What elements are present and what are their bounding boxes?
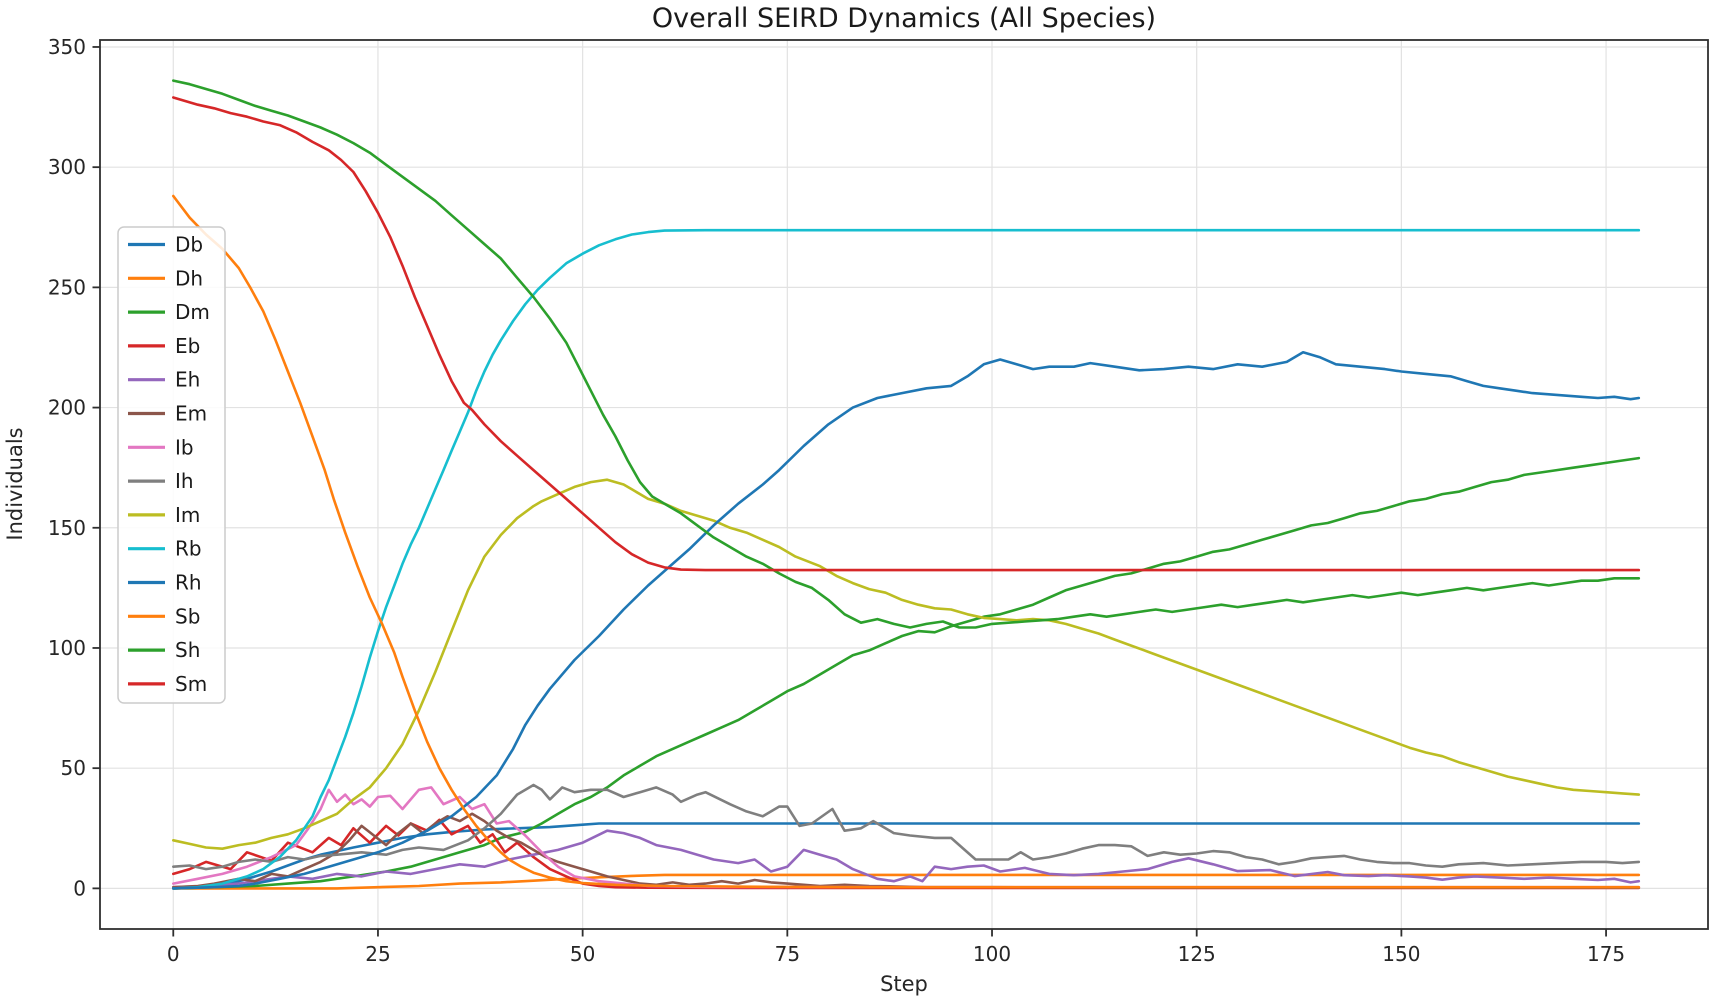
legend-item-Ib: Ib	[128, 435, 194, 459]
legend-item-Sb: Sb	[128, 604, 200, 628]
legend-label-Eh: Eh	[175, 368, 200, 392]
y-tick-label-150: 150	[48, 516, 86, 540]
legend-item-Dh: Dh	[128, 266, 203, 290]
legend-item-Eh: Eh	[128, 368, 200, 392]
x-tick-label-75: 75	[775, 942, 800, 966]
series-line-Em	[172, 812, 1641, 890]
legend-item-Eb: Eb	[128, 334, 200, 358]
legend-label-Dm: Dm	[175, 300, 210, 324]
x-tick-label-0: 0	[167, 942, 180, 966]
legend-item-Rh: Rh	[128, 571, 202, 595]
legend-label-Rb: Rb	[175, 537, 202, 561]
legend-label-Db: Db	[175, 233, 203, 257]
y-tick-label-0: 0	[73, 876, 86, 900]
x-axis-label: Step	[880, 972, 928, 996]
x-tick-label-150: 150	[1382, 942, 1420, 966]
legend-label-Sm: Sm	[175, 672, 207, 696]
series-line-Sh	[172, 79, 1641, 629]
legend-item-Db: Db	[128, 233, 203, 257]
y-tick-label-250: 250	[48, 275, 86, 299]
y-tick-label-300: 300	[48, 155, 86, 179]
y-tick-label-100: 100	[48, 636, 86, 660]
legend-item-Rb: Rb	[128, 537, 202, 561]
legend-label-Dh: Dh	[175, 266, 203, 290]
series-line-Eh	[172, 829, 1641, 889]
series-line-Rb	[172, 228, 1641, 890]
legend-label-Im: Im	[175, 503, 200, 527]
series-line-Sm	[172, 96, 1641, 572]
plot-border	[99, 39, 1709, 930]
y-tick-label-350: 350	[48, 35, 86, 59]
x-tick-label-175: 175	[1587, 942, 1625, 966]
legend-item-Ih: Ih	[128, 469, 194, 493]
legend-item-Dm: Dm	[128, 300, 210, 324]
grid	[100, 40, 1708, 929]
legend-item-Sh: Sh	[128, 638, 200, 662]
legend-label-Sb: Sb	[175, 604, 200, 628]
legend: Db Dh Dm Eb Eh Em Ib Ih Im Rb Rh Sb Sh Sm	[117, 226, 226, 704]
x-tick-label-25: 25	[365, 942, 390, 966]
legend-label-Sh: Sh	[175, 638, 200, 662]
series-lines	[172, 79, 1641, 890]
legend-label-Eb: Eb	[175, 334, 200, 358]
series-line-Dh	[172, 873, 1641, 890]
legend-label-Em: Em	[175, 402, 207, 426]
series-line-Rh	[172, 350, 1641, 890]
x-tick-label-125: 125	[1178, 942, 1216, 966]
axis-ticks: 0 25 50 75 100 125 150 175 0 50 100 150 200 250 300 350	[48, 35, 1625, 966]
legend-item-Im: Im	[128, 503, 200, 527]
series-line-Im	[172, 478, 1641, 851]
legend-label-Ib: Ib	[175, 435, 194, 459]
legend-item-Em: Em	[128, 402, 207, 426]
y-tick-label-50: 50	[61, 756, 86, 780]
chart-title: Overall SEIRD Dynamics (All Species)	[652, 3, 1156, 34]
series-line-Sb	[172, 194, 1641, 889]
legend-label-Ih: Ih	[175, 469, 194, 493]
legend-label-Rh: Rh	[175, 571, 202, 595]
legend-item-Sm: Sm	[128, 672, 207, 696]
series-line-Ib	[172, 786, 1641, 889]
series-line-Ih	[172, 783, 1641, 871]
x-tick-label-50: 50	[570, 942, 595, 966]
y-tick-label-200: 200	[48, 396, 86, 420]
x-tick-label-100: 100	[973, 942, 1011, 966]
legend-frame	[117, 226, 226, 704]
y-axis-label: Individuals	[3, 427, 27, 540]
